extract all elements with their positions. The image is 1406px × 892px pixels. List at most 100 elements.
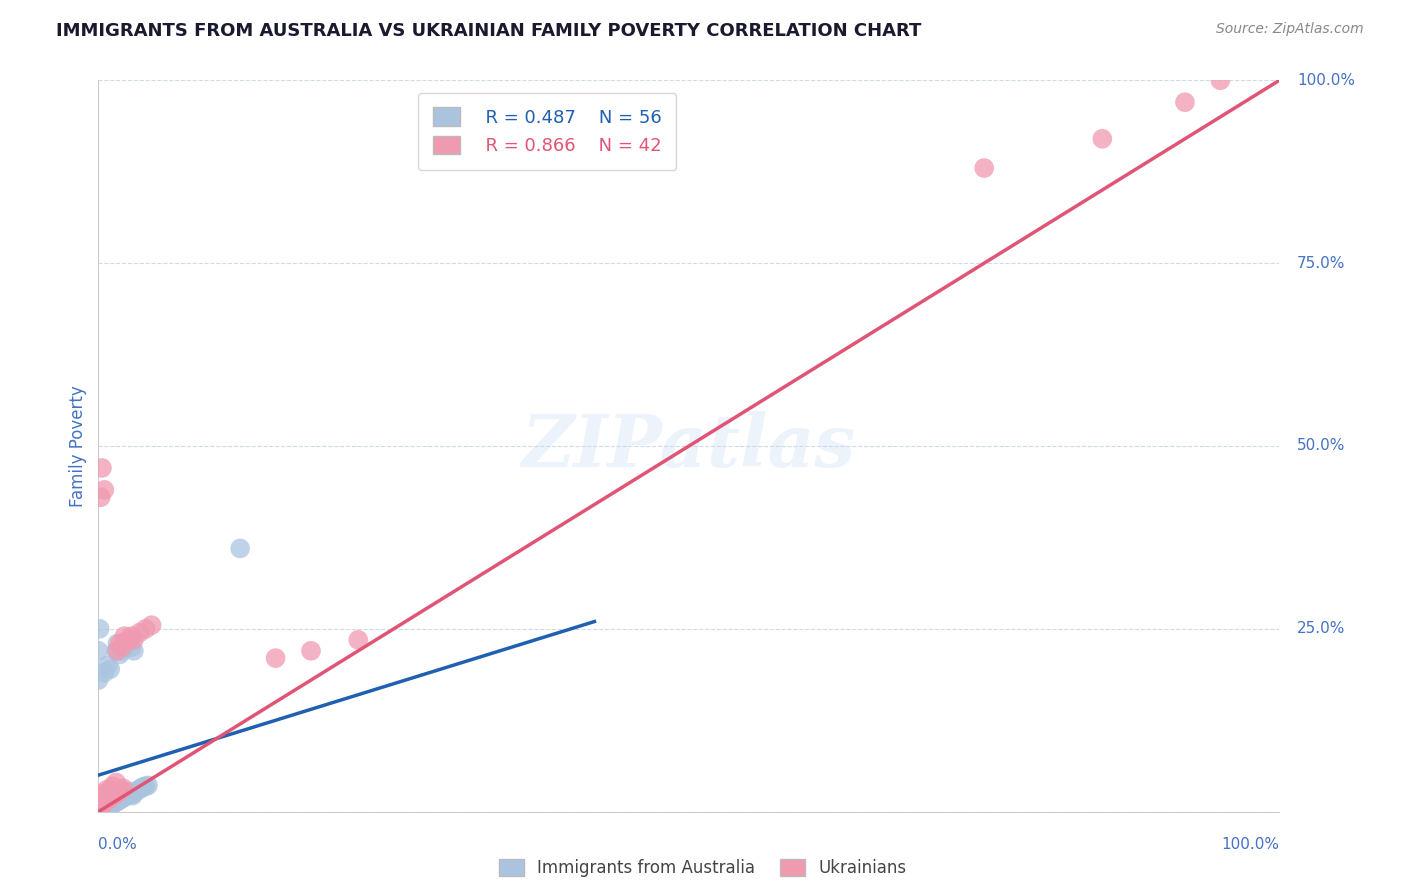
Point [115, 789, 138, 803]
Point [93, 796, 115, 810]
Point [112, 790, 135, 805]
Point [118, 788, 141, 802]
Point [91, 461, 114, 475]
Point [98, 798, 121, 813]
Text: 0.0%: 0.0% [98, 838, 138, 853]
Point [89, 804, 111, 818]
Point [122, 632, 145, 647]
Text: 75.0%: 75.0% [1298, 256, 1346, 270]
Point [105, 787, 128, 801]
Point [104, 796, 127, 810]
Point [90, 490, 112, 504]
Point [105, 795, 128, 809]
Point [347, 632, 370, 647]
Point [101, 797, 124, 812]
Point [93, 790, 115, 805]
Point [121, 787, 143, 801]
Point [98, 796, 121, 810]
Point [105, 775, 128, 789]
Point [93, 665, 115, 680]
Point [89, 801, 111, 815]
Point [108, 648, 131, 662]
Point [96, 794, 118, 808]
Text: Source: ZipAtlas.com: Source: ZipAtlas.com [1216, 22, 1364, 37]
Point [1174, 95, 1197, 110]
Point [87, 805, 110, 819]
Point [96, 782, 118, 797]
Point [125, 784, 148, 798]
Point [108, 793, 131, 807]
Text: 100.0%: 100.0% [1298, 73, 1355, 87]
Point [264, 651, 287, 665]
Point [229, 541, 252, 556]
Point [91, 798, 114, 813]
Point [121, 629, 143, 643]
Point [135, 779, 157, 793]
Point [90, 790, 112, 805]
Point [91, 803, 114, 817]
Point [107, 785, 129, 799]
Point [132, 780, 155, 794]
Point [93, 798, 115, 813]
Point [100, 794, 122, 808]
Point [91, 794, 114, 808]
Point [105, 644, 128, 658]
Point [100, 790, 122, 805]
Point [98, 791, 121, 805]
Point [103, 789, 125, 803]
Point [90, 805, 112, 819]
Y-axis label: Family Poverty: Family Poverty [69, 385, 87, 507]
Point [87, 644, 110, 658]
Point [1209, 73, 1232, 87]
Point [117, 636, 139, 650]
Point [120, 785, 142, 799]
Point [105, 644, 128, 658]
Text: 50.0%: 50.0% [1298, 439, 1346, 453]
Point [117, 632, 139, 647]
Point [135, 622, 157, 636]
Point [117, 787, 139, 801]
Point [111, 640, 134, 655]
Point [299, 644, 322, 658]
Point [110, 787, 132, 801]
Point [1091, 132, 1114, 146]
Point [114, 784, 136, 798]
Point [105, 636, 128, 650]
Point [101, 779, 124, 793]
Point [105, 790, 128, 805]
Point [122, 644, 145, 658]
Point [91, 804, 114, 818]
Text: ZIPatlas: ZIPatlas [522, 410, 856, 482]
Point [121, 789, 143, 803]
Point [128, 625, 150, 640]
Point [107, 789, 129, 803]
Text: 100.0%: 100.0% [1222, 838, 1279, 853]
Point [89, 803, 111, 817]
Point [87, 797, 110, 812]
Point [97, 787, 120, 801]
Point [121, 640, 143, 655]
Point [111, 644, 134, 658]
Point [973, 161, 995, 175]
Point [87, 804, 110, 818]
Text: 25.0%: 25.0% [1298, 622, 1346, 636]
Point [136, 778, 159, 792]
Point [111, 791, 134, 805]
Point [98, 782, 121, 797]
Legend:   R = 0.487    N = 56,   R = 0.866    N = 42: R = 0.487 N = 56, R = 0.866 N = 42 [418, 93, 676, 169]
Point [91, 787, 114, 801]
Point [112, 629, 135, 643]
Legend: Immigrants from Australia, Ukrainians: Immigrants from Australia, Ukrainians [492, 852, 914, 884]
Point [141, 618, 163, 632]
Point [93, 483, 115, 497]
Point [90, 801, 112, 815]
Text: IMMIGRANTS FROM AUSTRALIA VS UKRAINIAN FAMILY POVERTY CORRELATION CHART: IMMIGRANTS FROM AUSTRALIA VS UKRAINIAN F… [56, 22, 921, 40]
Point [122, 786, 145, 800]
Point [108, 636, 131, 650]
Point [112, 640, 135, 655]
Point [103, 791, 125, 805]
Point [129, 781, 152, 796]
Point [98, 662, 121, 676]
Point [87, 797, 110, 812]
Point [94, 802, 117, 816]
